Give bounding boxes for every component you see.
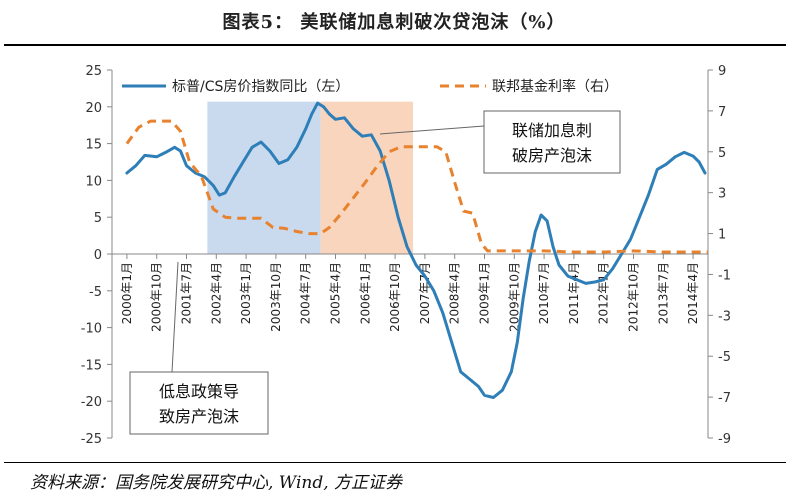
series-line-0: [125, 101, 707, 399]
annotation-leader-0: [379, 125, 485, 135]
y-left-tick-label: -25: [81, 432, 102, 447]
y-left-tick-label: 10: [85, 174, 102, 189]
annotation-box-1: [129, 371, 269, 435]
x-tick-label: 2008年4月: [448, 262, 462, 324]
x-tick-label: 2007年7月: [418, 262, 432, 324]
y-left-tick-label: -10: [81, 322, 102, 337]
y-right-tick-label: -3: [718, 309, 731, 324]
y-right-tick-label: -1: [718, 268, 731, 283]
annotation-text-0-0: 联储加息刺: [512, 121, 592, 140]
y-left-tick-label: -15: [81, 358, 102, 373]
y-right-tick-label: -7: [718, 391, 731, 406]
y-right-tick-label: 5: [718, 146, 726, 161]
legend-label-1: 联邦基金利率（右）: [492, 78, 618, 95]
y-left-tick-label: 15: [85, 138, 102, 153]
series-lines: [125, 101, 708, 399]
top-rule: [4, 44, 786, 46]
y-right-tick-label: 7: [718, 105, 726, 120]
y-right-tick-label: -9: [718, 432, 731, 447]
y-right-tick-label: -5: [718, 350, 731, 365]
y-left-tick-label: 0: [94, 248, 102, 263]
x-tick-label: 2005年4月: [329, 262, 343, 324]
shaded-regions: [207, 101, 413, 254]
x-tick-label: 2014年4月: [686, 262, 700, 324]
x-tick-label: 2009年1月: [478, 262, 492, 324]
y-right-tick-label: 1: [718, 228, 726, 243]
y-right-tick-label: 3: [718, 187, 726, 202]
axes: 25 20 15 10 5 0 -5 -10 -15 -20 -25 9 7 5 3 1 -1 -3 -5 -7 -9 2…: [81, 64, 731, 447]
bottom-rule: [4, 462, 786, 463]
x-tick-label: 2011年4月: [567, 262, 581, 324]
x-tick-label: 2012年10月: [627, 262, 641, 332]
x-tick-label: 2013年7月: [656, 262, 670, 324]
x-tick-label: 2006年1月: [358, 262, 372, 324]
annotation-box-0: [483, 110, 621, 174]
y-left-tick-label: -20: [81, 395, 102, 410]
y-left-tick-label: 5: [94, 211, 102, 226]
x-tick-label: 2003年1月: [239, 262, 253, 324]
series-line-1: [125, 119, 708, 254]
x-tick-label: 2010年7月: [537, 262, 551, 324]
shaded-region-1: [320, 101, 413, 254]
annotation-leader-1: [171, 261, 179, 373]
y-left-tick-label: 20: [85, 101, 102, 116]
y-left-tick-label: -5: [89, 285, 102, 300]
x-tick-label: 2000年1月: [120, 262, 134, 324]
shaded-region-0: [207, 101, 321, 254]
x-tick-label: 2001年7月: [180, 262, 194, 324]
x-tick-label: 2003年10月: [269, 262, 283, 332]
y-left-tick-label: 25: [85, 64, 102, 79]
y-right-tick-label: 9: [718, 64, 726, 79]
x-tick-label: 2002年4月: [209, 262, 223, 324]
source-note: 资料来源：国务院发展研究中心, Wind, 方正证券: [30, 473, 403, 493]
x-tick-label: 2009年10月: [507, 262, 521, 332]
legend-label-0: 标普/CS房价指数同比（左）: [172, 79, 349, 95]
annotation-text-1-1: 致房产泡沫: [159, 407, 239, 426]
annotation-text-0-1: 破房产泡沫: [512, 146, 592, 165]
x-tick-label: 2006年10月: [388, 262, 402, 332]
annotation-text-1-0: 低息政策导: [159, 382, 239, 401]
x-tick-label: 2000年10月: [150, 262, 164, 332]
chart-title: 图表5： 美联储加息刺破次贷泡沫（%）: [222, 12, 566, 33]
legend: 标普/CS房价指数同比（左） 联邦基金利率（右）: [122, 78, 618, 95]
x-tick-label: 2004年7月: [299, 262, 313, 324]
